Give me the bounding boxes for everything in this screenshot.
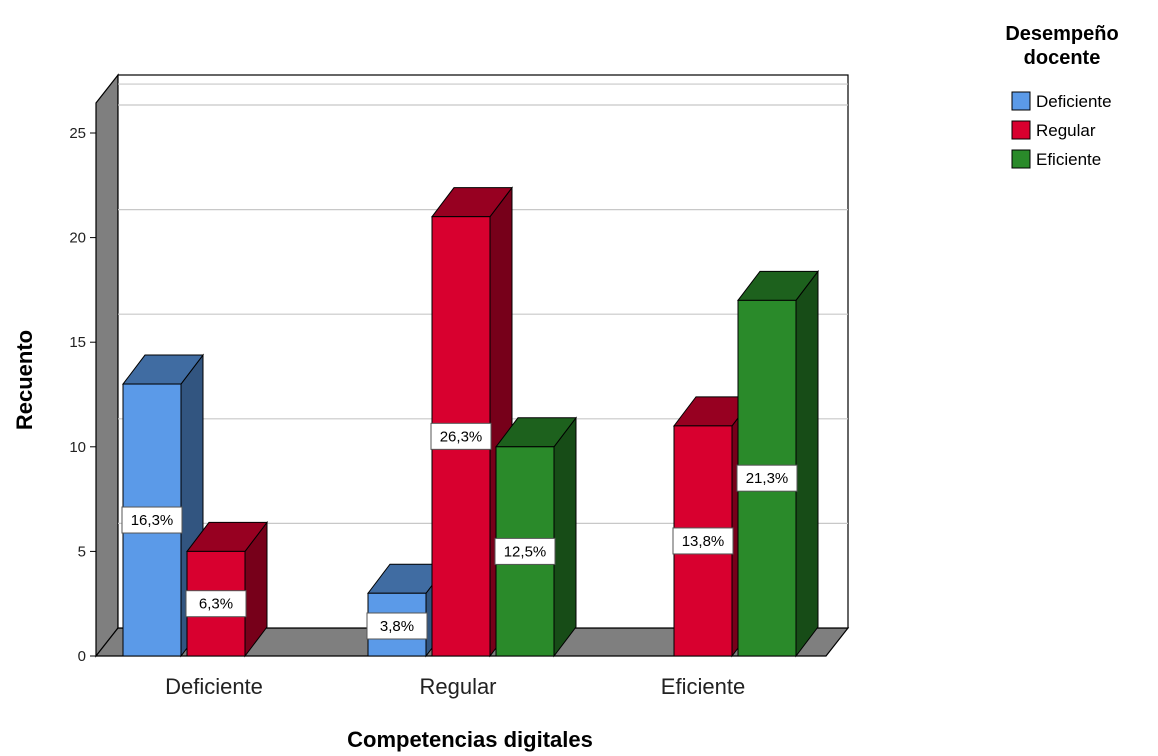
bar-side <box>795 269 819 658</box>
x-axis-title: Competencias digitales <box>347 727 593 752</box>
legend-swatch <box>1011 120 1031 140</box>
bar-regular-eficiente: 12,5% <box>494 416 578 658</box>
legend-swatch <box>1011 149 1031 169</box>
data-label-box <box>185 590 247 618</box>
legend-swatch <box>1011 91 1031 111</box>
x-category-label: Eficiente <box>661 674 745 699</box>
bar-eficiente-eficiente: 21,3% <box>736 269 820 658</box>
data-label-box <box>366 612 428 640</box>
y-tick-label: 5 <box>78 543 86 560</box>
y-axis-title: Recuento <box>12 330 37 430</box>
data-label-box <box>736 464 798 492</box>
y-axis-ticks: 0 5 10 15 20 25 <box>69 125 96 665</box>
bars: 16,3% 6,3% 3,8% 26,3% 12,5% 13,8% 21,3% <box>121 186 820 658</box>
y-tick-label: 10 <box>69 439 86 456</box>
y-tick-label: 0 <box>78 648 86 665</box>
data-label: 3,8% <box>380 618 414 635</box>
data-label: 26,3% <box>440 428 483 445</box>
y-tick-label: 15 <box>69 334 86 351</box>
data-label-box <box>672 527 734 555</box>
data-label-box <box>430 422 492 450</box>
left-wall <box>95 73 119 658</box>
y-tick-label: 20 <box>69 230 86 247</box>
legend-title-line1: Desempeño <box>1005 23 1118 45</box>
data-label: 16,3% <box>131 512 174 529</box>
x-category-label: Deficiente <box>165 674 263 699</box>
data-label: 6,3% <box>199 596 233 613</box>
x-axis-categories: Deficiente Regular Eficiente <box>165 674 745 699</box>
x-category-label: Regular <box>419 674 496 699</box>
legend-title-line2: docente <box>1024 47 1101 69</box>
data-label-box <box>494 537 556 565</box>
data-label: 21,3% <box>746 470 789 487</box>
bar-side <box>553 416 577 658</box>
legend-label: Eficiente <box>1036 150 1101 169</box>
bar-deficiente-regular: 6,3% <box>185 520 269 658</box>
legend-label: Regular <box>1036 121 1096 140</box>
legend: Desempeño docente Deficiente Regular Efici… <box>1005 23 1118 169</box>
data-label: 13,8% <box>682 533 725 550</box>
data-label: 12,5% <box>504 543 547 560</box>
legend-label: Deficiente <box>1036 92 1112 111</box>
data-label-box <box>121 506 183 534</box>
y-tick-label: 25 <box>69 125 86 142</box>
